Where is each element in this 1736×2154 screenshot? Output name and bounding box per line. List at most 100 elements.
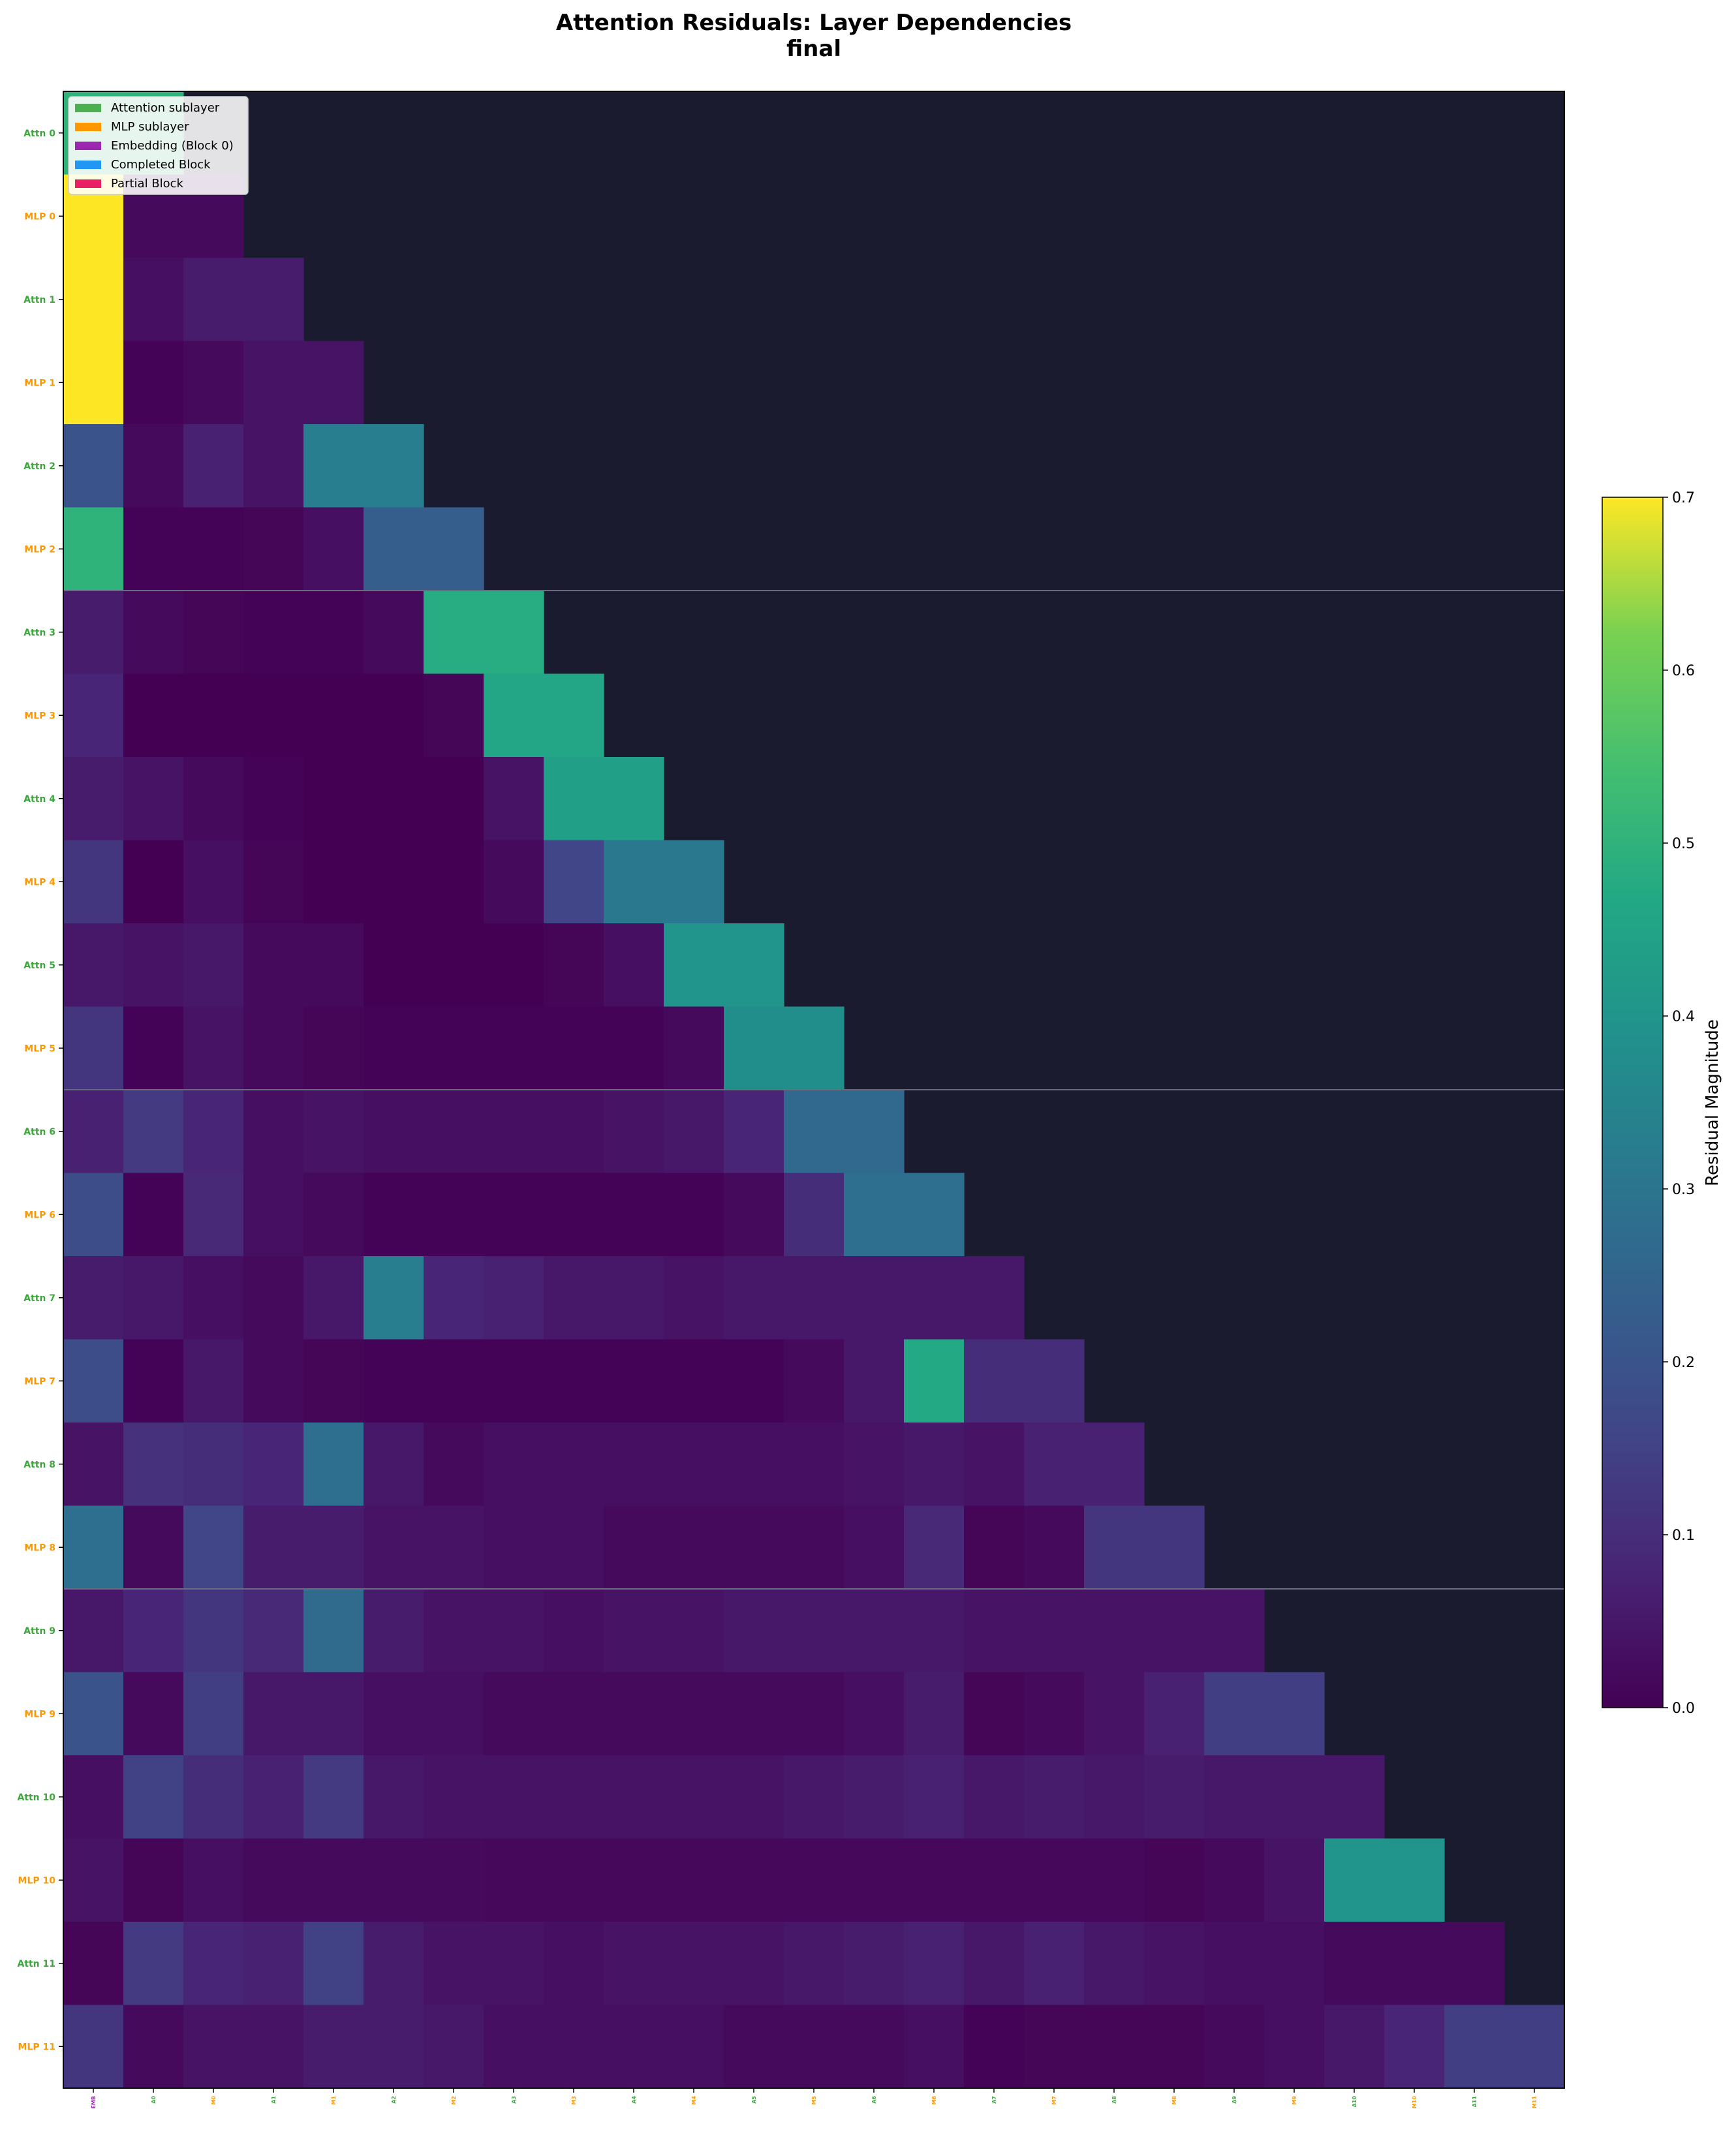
heatmap-cell: [63, 1173, 124, 1257]
heatmap-cell: [544, 1505, 604, 1590]
heatmap-cell: [303, 1173, 364, 1257]
legend: Attention sublayer MLP sublayer Embedding …: [68, 96, 249, 195]
heatmap-cell: [724, 2005, 784, 2089]
heatmap-cell: [183, 757, 244, 841]
heatmap-cell: [604, 1090, 664, 1174]
heatmap-cell: [183, 1339, 244, 1423]
heatmap-cell: [243, 1173, 304, 1257]
heatmap-cell: [243, 1922, 304, 2006]
heatmap-cell: [424, 1755, 484, 1839]
heatmap-cell: [1204, 1672, 1265, 1756]
heatmap-cell: [424, 923, 484, 1008]
heatmap-cell: [243, 673, 304, 758]
heatmap-cell: [724, 1339, 784, 1423]
heatmap-cell: [484, 1505, 544, 1590]
heatmap-cell: [604, 1922, 664, 2006]
heatmap-cell: [1324, 1838, 1385, 1922]
colorbar-tick-label: 0.7: [1672, 490, 1695, 506]
heatmap-cell: [784, 1173, 845, 1257]
heatmap-cell: [904, 1423, 965, 1507]
heatmap-cell: [303, 1505, 364, 1590]
x-tick-label: A9: [1232, 2096, 1237, 2104]
heatmap-cell: [904, 1505, 965, 1590]
heatmap-cell: [724, 1423, 784, 1507]
heatmap-cell: [1084, 1672, 1145, 1756]
heatmap-cell: [784, 1589, 845, 1673]
heatmap-cell: [243, 1672, 304, 1756]
heatmap-cell: [63, 757, 124, 841]
heatmap-cell: [183, 1423, 244, 1507]
heatmap-cell: [243, 2005, 304, 2089]
heatmap-cell: [664, 1256, 724, 1340]
x-tick-label: A0: [151, 2096, 157, 2104]
heatmap-cell: [664, 923, 724, 1008]
y-tick-label: Attn 8: [23, 1460, 55, 1470]
heatmap-cell: [484, 1755, 544, 1839]
heatmap-cell: [63, 341, 124, 425]
heatmap-cell: [63, 424, 124, 508]
heatmap-cell: [183, 591, 244, 675]
heatmap-cell: [183, 1256, 244, 1340]
heatmap-cell: [63, 1006, 124, 1090]
heatmap-cell: [1264, 2005, 1325, 2089]
heatmap-cell: [123, 673, 184, 758]
heatmap-cell: [544, 1589, 604, 1673]
heatmap-cell: [243, 507, 304, 591]
heatmap-cell: [484, 1173, 544, 1257]
heatmap-cell: [364, 1173, 424, 1257]
x-tick-label: M9: [1292, 2096, 1297, 2105]
heatmap-cell: [1084, 1838, 1145, 1922]
heatmap-cell: [664, 2005, 724, 2089]
heatmap-cell: [243, 1755, 304, 1839]
heatmap-cell: [183, 258, 244, 342]
heatmap-cell: [484, 923, 544, 1008]
heatmap-cell: [243, 1256, 304, 1340]
chart-subtitle: final: [786, 36, 841, 62]
heatmap-cell: [364, 923, 424, 1008]
heatmap-cell: [424, 1672, 484, 1756]
legend-label: Completed Block: [111, 158, 211, 172]
heatmap-cell: [1084, 1922, 1145, 2006]
x-tick-label: M8: [1171, 2096, 1177, 2105]
y-tick-label: Attn 0: [23, 129, 55, 139]
x-axis-ticks: EMB A0 M0 A1 M1 A2 M2 A3 M3 A4 M4 A5 M5 A6 M6 A7 M7 A8 M8 A…: [91, 2088, 1538, 2109]
heatmap-cell: [1084, 1505, 1145, 1590]
heatmap-cell: [63, 840, 124, 924]
heatmap-cell: [484, 1423, 544, 1507]
heatmap-cell: [544, 1006, 604, 1090]
heatmap-cell: [1204, 1589, 1265, 1673]
heatmap-cell: [183, 1672, 244, 1756]
y-tick-label: Attn 7: [23, 1293, 55, 1304]
heatmap-cell: [424, 1256, 484, 1340]
y-tick-label: MLP 3: [24, 711, 55, 721]
heatmap-cell: [123, 757, 184, 841]
heatmap-cell: [1024, 1339, 1085, 1423]
heatmap-cell: [63, 1256, 124, 1340]
heatmap-cell: [604, 1256, 664, 1340]
heatmap-cell: [364, 1256, 424, 1340]
legend-label: MLP sublayer: [111, 120, 189, 134]
heatmap-cell: [424, 507, 484, 591]
colorbar-tick-label: 0.5: [1672, 836, 1695, 852]
heatmap-cell: [1144, 1672, 1205, 1756]
legend-swatch: [75, 123, 101, 131]
heatmap-cell: [243, 424, 304, 508]
y-tick-label: MLP 7: [24, 1376, 55, 1387]
heatmap-cell: [484, 1838, 544, 1922]
x-tick-label: EMB: [91, 2096, 97, 2109]
heatmap-cell: [664, 1090, 724, 1174]
heatmap-cell: [544, 923, 604, 1008]
heatmap-cell: [243, 1006, 304, 1090]
heatmap-cell: [664, 1922, 724, 2006]
legend-label: Partial Block: [111, 177, 184, 191]
heatmap-cell: [424, 1090, 484, 1174]
heatmap-cell: [964, 1838, 1025, 1922]
heatmap-cell: [303, 1339, 364, 1423]
heatmap-cell: [544, 1090, 604, 1174]
heatmap-cell: [364, 757, 424, 841]
heatmap-cell: [844, 1173, 905, 1257]
heatmap-cell: [183, 1838, 244, 1922]
heatmap-cell: [724, 1256, 784, 1340]
heatmap-cell: [544, 1423, 604, 1507]
heatmap-cell: [123, 1505, 184, 1590]
